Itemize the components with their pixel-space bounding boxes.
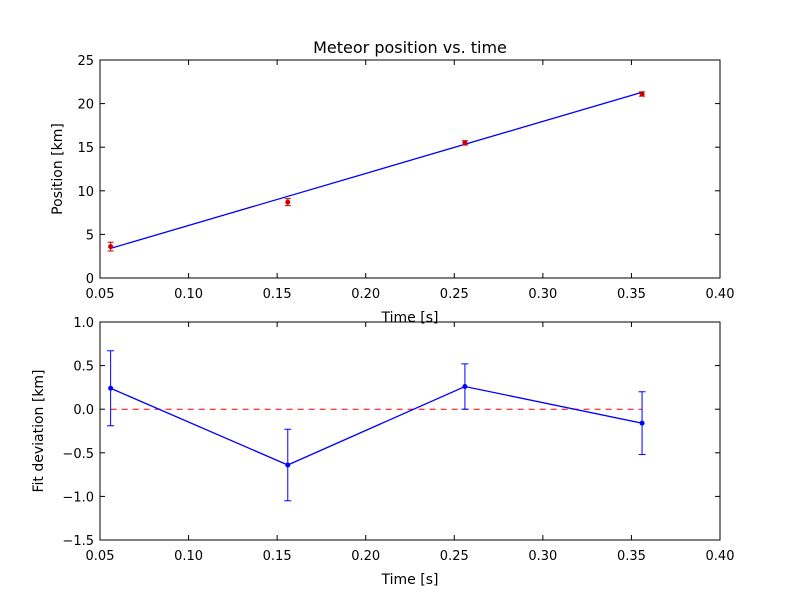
top-y-tick-label: 10 (77, 185, 94, 200)
deviation-point (639, 420, 645, 426)
top-plot-frame (99, 59, 721, 279)
deviation-point (285, 462, 291, 468)
chart-title: Meteor position vs. time (313, 38, 507, 57)
bottom-x-tick-label: 0.25 (440, 549, 469, 564)
top-x-tick-label: 0.35 (617, 287, 646, 302)
position-point (462, 140, 468, 146)
bottom-x-tick-label: 0.35 (617, 549, 646, 564)
top-y-axis-label: Position [km] (50, 123, 66, 215)
bottom-y-tick-label: −1.5 (62, 534, 94, 549)
top-y-tick-label: 0 (86, 272, 94, 287)
top-x-tick-label: 0.05 (86, 287, 115, 302)
fit-line (110, 91, 643, 249)
top-x-tick-label: 0.20 (351, 287, 380, 302)
bottom-x-tick-label: 0.30 (528, 549, 557, 564)
bottom-y-tick-label: 0.5 (73, 360, 94, 375)
deviation-plot: 0.05 0.10 0.15 0.20 0.25 0.30 0.35 0.40 1.0 0.5 0.… (62, 316, 734, 564)
deviation-point (108, 385, 114, 391)
bottom-y-axis-label: Fit deviation [km] (31, 369, 47, 492)
top-y-tick-label: 5 (86, 228, 94, 243)
bottom-x-tick-label: 0.20 (351, 549, 380, 564)
top-y-tick-label: 25 (77, 54, 94, 69)
bottom-x-tick-label: 0.05 (86, 549, 115, 564)
bottom-x-tick-label: 0.10 (174, 549, 203, 564)
position-point (285, 199, 291, 205)
bottom-plot-frame (99, 321, 721, 541)
deviation-point (462, 384, 468, 390)
bottom-y-tick-label: −1.0 (62, 490, 94, 505)
top-x-tick-label: 0.30 (528, 287, 557, 302)
bottom-x-tick-label: 0.15 (263, 549, 292, 564)
top-x-tick-label: 0.15 (263, 287, 292, 302)
top-y-tick-label: 15 (77, 141, 94, 156)
top-x-tick-label: 0.10 (174, 287, 203, 302)
bottom-y-tick-label: −0.5 (62, 447, 94, 462)
bottom-y-tick-label: 0.0 (73, 403, 94, 418)
position-point (108, 244, 114, 250)
position-point (639, 91, 645, 97)
top-x-tick-label: 0.40 (706, 287, 735, 302)
deviation-line (110, 385, 643, 466)
bottom-x-axis-label: Time [s] (381, 572, 439, 588)
bottom-x-tick-label: 0.40 (706, 549, 735, 564)
position-plot: 0.05 0.10 0.15 0.20 0.25 0.30 0.35 0.40 0 5 10 15 20… (77, 54, 734, 302)
top-x-axis-label: Time [s] (381, 310, 439, 326)
top-y-tick-label: 20 (77, 98, 94, 113)
top-x-tick-label: 0.25 (440, 287, 469, 302)
bottom-y-tick-label: 1.0 (73, 316, 94, 331)
